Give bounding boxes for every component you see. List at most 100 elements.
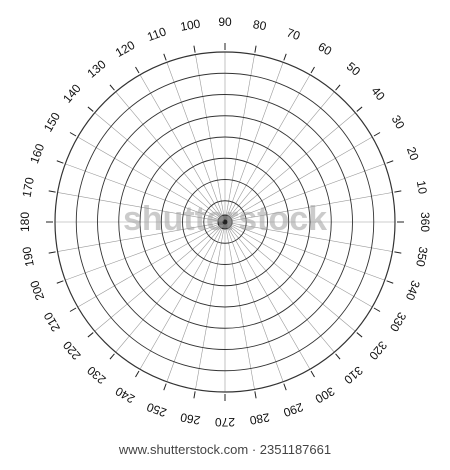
angle-tick	[254, 391, 257, 399]
angle-label: 140	[60, 81, 84, 106]
spoke-line	[230, 224, 373, 308]
angle-tick	[69, 132, 77, 137]
angle-label: 330	[387, 310, 409, 335]
angle-label: 290	[281, 400, 305, 420]
ring-circle	[97, 94, 353, 350]
angle-tick	[373, 307, 381, 312]
angle-label: 230	[84, 363, 109, 387]
spoke-line	[227, 227, 311, 370]
angle-tick	[356, 332, 363, 338]
angle-tick	[56, 160, 64, 164]
spoke-line	[57, 192, 220, 222]
spoke-line	[166, 62, 224, 217]
angle-tick	[386, 160, 394, 164]
angle-label: 280	[248, 410, 270, 427]
spoke-line	[94, 225, 221, 332]
spoke-line	[65, 163, 220, 221]
spoke-line	[226, 62, 284, 217]
angle-label: 50	[344, 59, 363, 79]
spoke-line	[77, 224, 220, 308]
ring-circle	[182, 179, 268, 265]
concentric-rings	[54, 51, 396, 393]
angle-label: 120	[113, 38, 138, 60]
footer-text: www.shutterstock.com · 2351187661	[118, 442, 332, 457]
angle-label: 190	[20, 245, 37, 267]
angle-tick	[254, 45, 257, 53]
spoke-line	[225, 227, 255, 390]
angle-label: 110	[145, 24, 168, 44]
ring-circle	[203, 200, 247, 244]
angle-tick	[48, 251, 56, 254]
angle-tick	[373, 132, 381, 137]
angle-tick	[356, 106, 363, 112]
angle-tick	[193, 391, 196, 399]
angle-label: 90	[218, 15, 232, 29]
radial-spokes	[55, 52, 395, 392]
angle-tick	[135, 66, 140, 74]
angle-label: 320	[366, 338, 390, 363]
angle-tick	[109, 84, 115, 91]
spoke-line	[225, 54, 255, 217]
angle-label: 60	[316, 40, 335, 59]
angle-tick	[283, 383, 287, 391]
angle-tick	[394, 190, 402, 193]
angle-label: 240	[113, 384, 138, 406]
angle-tick	[135, 370, 140, 378]
angle-label: 250	[145, 400, 169, 420]
angle-tick	[56, 280, 64, 284]
spoke-line	[139, 227, 223, 370]
spoke-line	[94, 112, 221, 219]
angle-tick	[109, 353, 115, 360]
spoke-line	[115, 91, 222, 218]
angle-tick	[87, 332, 94, 338]
spoke-line	[229, 225, 356, 332]
spoke-line	[230, 223, 385, 281]
ring-circle	[160, 157, 290, 287]
spoke-line	[229, 112, 356, 219]
angle-tick	[310, 66, 315, 74]
spoke-line	[230, 192, 393, 222]
spoke-line	[65, 223, 220, 281]
angle-tick	[386, 280, 394, 284]
angle-label: 30	[389, 113, 408, 132]
spoke-line	[195, 227, 225, 390]
spoke-line	[228, 91, 335, 218]
angle-label: 310	[341, 363, 366, 387]
angle-label: 200	[27, 278, 47, 302]
angle-tick	[283, 53, 287, 61]
angle-label: 360	[418, 212, 432, 232]
ring-circle	[118, 115, 332, 329]
spoke-line	[139, 74, 223, 217]
angle-label: 270	[215, 415, 235, 429]
angle-tick	[335, 84, 341, 91]
spoke-line	[227, 74, 311, 217]
angle-label: 150	[41, 110, 63, 135]
angle-label: 10	[414, 180, 430, 196]
spoke-line	[57, 222, 220, 252]
ring-circle	[54, 51, 396, 393]
angle-label: 340	[403, 279, 423, 303]
angle-label: 70	[285, 25, 303, 43]
angle-label: 20	[404, 145, 422, 163]
angle-label: 100	[179, 17, 201, 34]
angle-label: 130	[84, 57, 109, 81]
spoke-line	[115, 226, 222, 353]
footer-bar: www.shutterstock.com · 2351187661	[0, 430, 450, 470]
angle-ticks	[46, 43, 404, 401]
center-point	[217, 214, 233, 230]
angle-tick	[69, 307, 77, 312]
spoke-line	[166, 227, 224, 382]
spoke-line	[230, 136, 373, 220]
spoke-line	[226, 227, 284, 382]
angle-label: 350	[413, 246, 430, 268]
angle-tick	[310, 370, 315, 378]
spoke-line	[230, 163, 385, 221]
spoke-line	[230, 222, 393, 252]
angle-label: 220	[60, 338, 84, 363]
ring-circle	[75, 72, 375, 372]
spoke-line	[195, 54, 225, 217]
center-core	[222, 219, 228, 225]
angle-tick	[335, 353, 341, 360]
